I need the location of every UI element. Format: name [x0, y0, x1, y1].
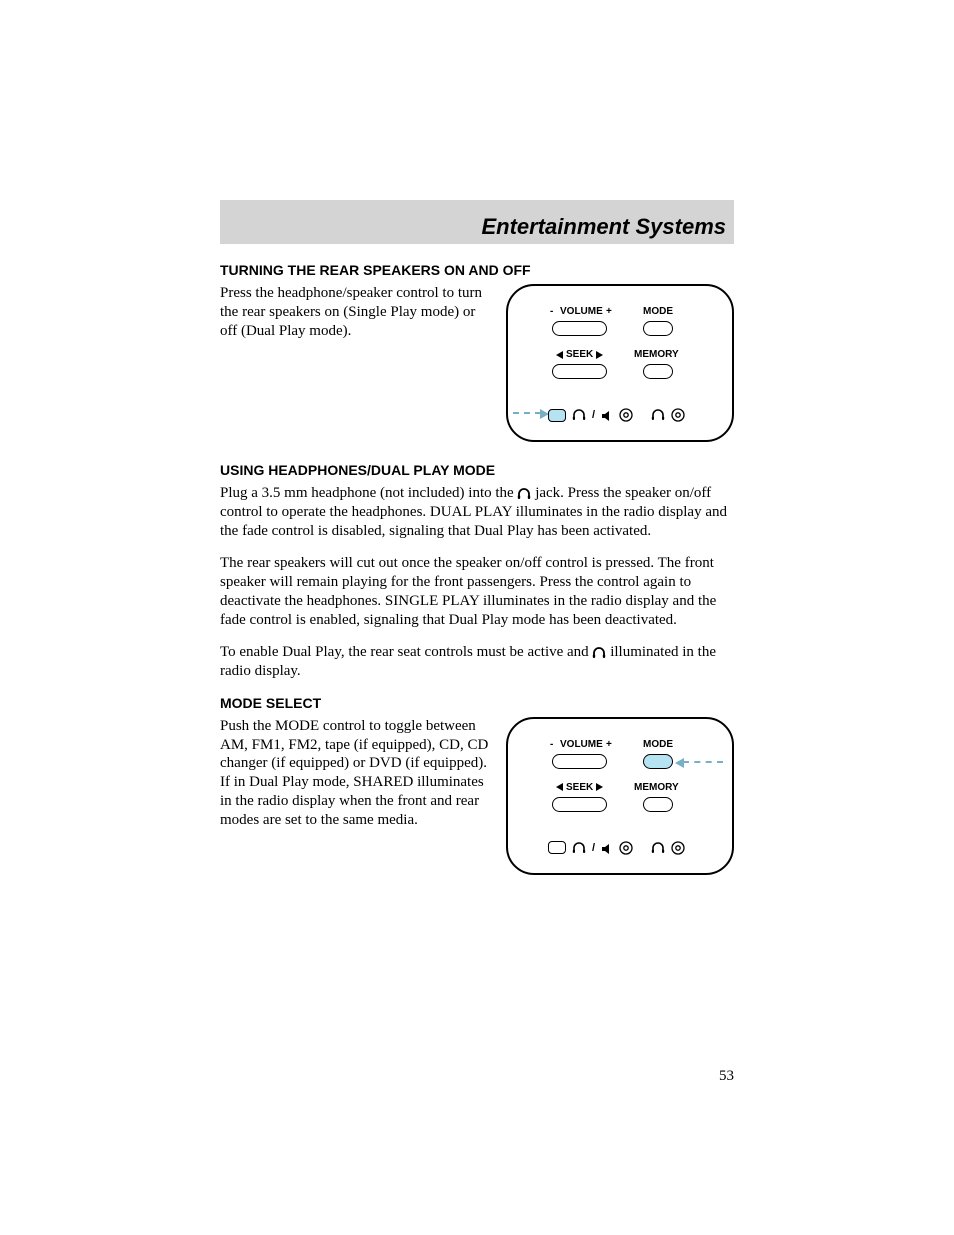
- volume-minus-label: -: [550, 306, 553, 317]
- headphone-inline-icon-1: [517, 488, 531, 500]
- page: Entertainment Systems TURNING THE REAR S…: [0, 0, 954, 1235]
- section1-body: Press the headphone/speaker control to t…: [220, 284, 492, 340]
- headphone-icon-2: [651, 409, 665, 421]
- section1-row: Press the headphone/speaker control to t…: [220, 284, 734, 442]
- icon-row-1: /: [548, 408, 685, 422]
- s2a-pre: Plug a 3.5 mm headphone (not included) i…: [220, 485, 517, 501]
- pointer-arrow-1: [513, 412, 541, 414]
- volume-plus-label-2: +: [606, 739, 612, 750]
- seek-label-2: SEEK: [556, 782, 603, 793]
- seek-text-2: SEEK: [566, 782, 593, 793]
- pointer-arrow-2: [683, 761, 723, 763]
- speaker-icon-2: [601, 842, 613, 854]
- section2-body-a: Plug a 3.5 mm headphone (not included) i…: [220, 484, 734, 540]
- memory-button[interactable]: [643, 364, 673, 379]
- memory-label-2: MEMORY: [634, 782, 679, 793]
- seek-text: SEEK: [566, 349, 593, 360]
- icon-row-2: /: [548, 841, 685, 855]
- mode-label-2: MODE: [643, 739, 673, 750]
- section3-row: Push the MODE control to toggle between …: [220, 717, 734, 875]
- section2-heading: USING HEADPHONES/DUAL PLAY MODE: [220, 462, 734, 478]
- memory-button-2[interactable]: [643, 797, 673, 812]
- control-panel-1: - VOLUME + MODE SEEK MEMORY /: [506, 284, 734, 442]
- volume-button[interactable]: [552, 321, 607, 336]
- page-number: 53: [719, 1068, 734, 1085]
- volume-label-2: VOLUME: [560, 739, 603, 750]
- volume-plus-label: +: [606, 306, 612, 317]
- headphone-icon: [572, 409, 586, 421]
- control-panel-2: - VOLUME + MODE SEEK MEMORY /: [506, 717, 734, 875]
- page-title: Entertainment Systems: [481, 214, 726, 240]
- mode-label-1: MODE: [643, 306, 673, 317]
- seek-button-2[interactable]: [552, 797, 607, 812]
- seek-right-icon: [596, 351, 603, 359]
- jack-icon-3: [619, 841, 633, 855]
- memory-label-1: MEMORY: [634, 349, 679, 360]
- headphone-icon-3: [572, 842, 586, 854]
- seek-button[interactable]: [552, 364, 607, 379]
- mode-button-1[interactable]: [643, 321, 673, 336]
- speaker-toggle-button-1[interactable]: [548, 409, 566, 422]
- mode-button-2[interactable]: [643, 754, 673, 769]
- section1-heading: TURNING THE REAR SPEAKERS ON AND OFF: [220, 262, 734, 278]
- slash-label: /: [592, 409, 595, 421]
- section2-body-c: To enable Dual Play, the rear seat contr…: [220, 643, 734, 681]
- volume-button-2[interactable]: [552, 754, 607, 769]
- jack-icon-1: [619, 408, 633, 422]
- headphone-icon-4: [651, 842, 665, 854]
- jack-icon-2: [671, 408, 685, 422]
- section2-body-b: The rear speakers will cut out once the …: [220, 554, 734, 629]
- headphone-inline-icon-2: [592, 647, 606, 659]
- s2c-pre: To enable Dual Play, the rear seat contr…: [220, 644, 592, 660]
- speaker-toggle-button-2[interactable]: [548, 841, 566, 854]
- seek-left-icon: [556, 351, 563, 359]
- seek-right-icon-2: [596, 783, 603, 791]
- jack-icon-4: [671, 841, 685, 855]
- seek-left-icon-2: [556, 783, 563, 791]
- header-block: Entertainment Systems: [220, 200, 734, 244]
- volume-label: VOLUME: [560, 306, 603, 317]
- slash-label-2: /: [592, 842, 595, 854]
- volume-minus-label-2: -: [550, 739, 553, 750]
- seek-label-1: SEEK: [556, 349, 603, 360]
- section3-body: Push the MODE control to toggle between …: [220, 717, 492, 830]
- section3-heading: MODE SELECT: [220, 695, 734, 711]
- speaker-icon: [601, 409, 613, 421]
